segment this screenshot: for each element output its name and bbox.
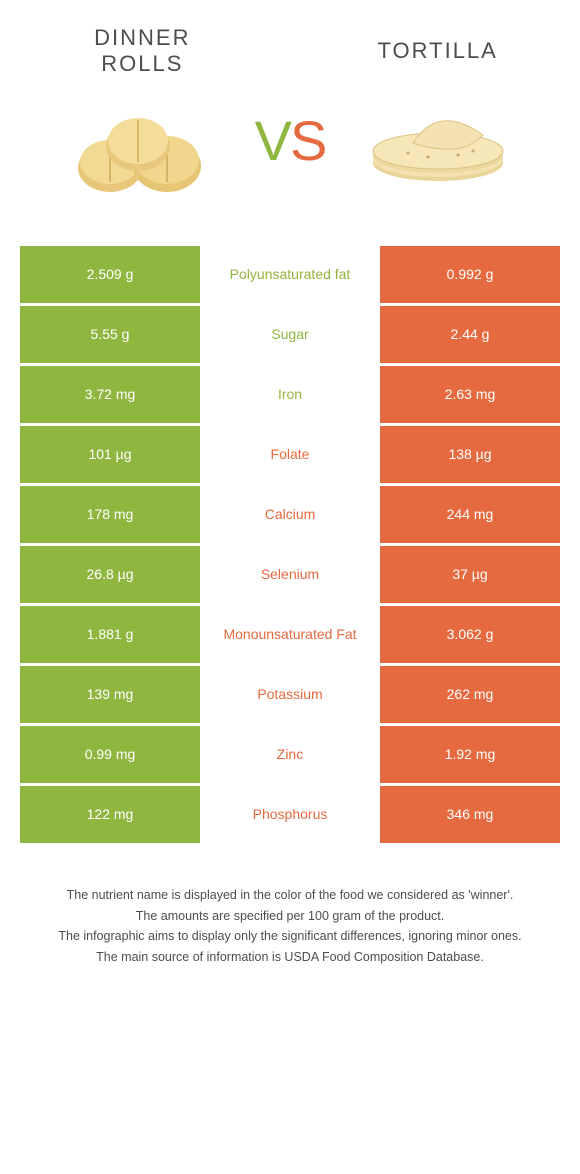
table-row: 1.881 gMonounsaturated Fat3.062 g bbox=[20, 606, 560, 663]
nutrient-label: Calcium bbox=[200, 486, 380, 543]
left-value: 1.881 g bbox=[20, 606, 200, 663]
nutrient-label: Sugar bbox=[200, 306, 380, 363]
table-row: 3.72 mgIron2.63 mg bbox=[20, 366, 560, 423]
footnote-line: The main source of information is USDA F… bbox=[30, 948, 550, 967]
left-value: 5.55 g bbox=[20, 306, 200, 363]
right-food-title: TORTILLA bbox=[378, 38, 498, 64]
footnotes: The nutrient name is displayed in the co… bbox=[0, 846, 580, 999]
nutrient-label: Selenium bbox=[200, 546, 380, 603]
nutrient-label: Polyunsaturated fat bbox=[200, 246, 380, 303]
left-food-column: DINNER ROLLS bbox=[30, 25, 255, 206]
nutrient-label: Zinc bbox=[200, 726, 380, 783]
table-row: 2.509 gPolyunsaturated fat0.992 g bbox=[20, 246, 560, 303]
left-food-title: DINNER ROLLS bbox=[94, 25, 190, 78]
right-value: 37 µg bbox=[380, 546, 560, 603]
right-value: 346 mg bbox=[380, 786, 560, 843]
table-row: 5.55 gSugar2.44 g bbox=[20, 306, 560, 363]
vs-v-char: V bbox=[255, 109, 290, 172]
right-value: 262 mg bbox=[380, 666, 560, 723]
nutrient-label: Iron bbox=[200, 366, 380, 423]
right-value: 244 mg bbox=[380, 486, 560, 543]
footnote-line: The nutrient name is displayed in the co… bbox=[30, 886, 550, 905]
nutrient-comparison-table: 2.509 gPolyunsaturated fat0.992 g5.55 gS… bbox=[20, 246, 560, 843]
left-value: 26.8 µg bbox=[20, 546, 200, 603]
table-row: 139 mgPotassium262 mg bbox=[20, 666, 560, 723]
tortilla-icon bbox=[358, 83, 518, 193]
table-row: 122 mgPhosphorus346 mg bbox=[20, 786, 560, 843]
vs-s-char: S bbox=[290, 109, 325, 172]
right-value: 3.062 g bbox=[380, 606, 560, 663]
comparison-header: DINNER ROLLS VS TORTILLA bbox=[0, 0, 580, 226]
footnote-line: The amounts are specified per 100 gram o… bbox=[30, 907, 550, 926]
nutrient-label: Phosphorus bbox=[200, 786, 380, 843]
left-value: 3.72 mg bbox=[20, 366, 200, 423]
right-value: 138 µg bbox=[380, 426, 560, 483]
nutrient-label: Monounsaturated Fat bbox=[200, 606, 380, 663]
nutrient-label: Folate bbox=[200, 426, 380, 483]
footnote-line: The infographic aims to display only the… bbox=[30, 927, 550, 946]
right-value: 0.992 g bbox=[380, 246, 560, 303]
left-value: 178 mg bbox=[20, 486, 200, 543]
left-value: 139 mg bbox=[20, 666, 200, 723]
left-value: 2.509 g bbox=[20, 246, 200, 303]
dinner-rolls-icon bbox=[62, 96, 222, 206]
right-value: 2.63 mg bbox=[380, 366, 560, 423]
right-food-column: TORTILLA bbox=[325, 38, 550, 192]
right-value: 1.92 mg bbox=[380, 726, 560, 783]
left-value: 122 mg bbox=[20, 786, 200, 843]
nutrient-label: Potassium bbox=[200, 666, 380, 723]
vs-label: VS bbox=[255, 58, 326, 173]
table-row: 26.8 µgSelenium37 µg bbox=[20, 546, 560, 603]
table-row: 101 µgFolate138 µg bbox=[20, 426, 560, 483]
left-value: 0.99 mg bbox=[20, 726, 200, 783]
left-value: 101 µg bbox=[20, 426, 200, 483]
table-row: 178 mgCalcium244 mg bbox=[20, 486, 560, 543]
table-row: 0.99 mgZinc1.92 mg bbox=[20, 726, 560, 783]
right-value: 2.44 g bbox=[380, 306, 560, 363]
